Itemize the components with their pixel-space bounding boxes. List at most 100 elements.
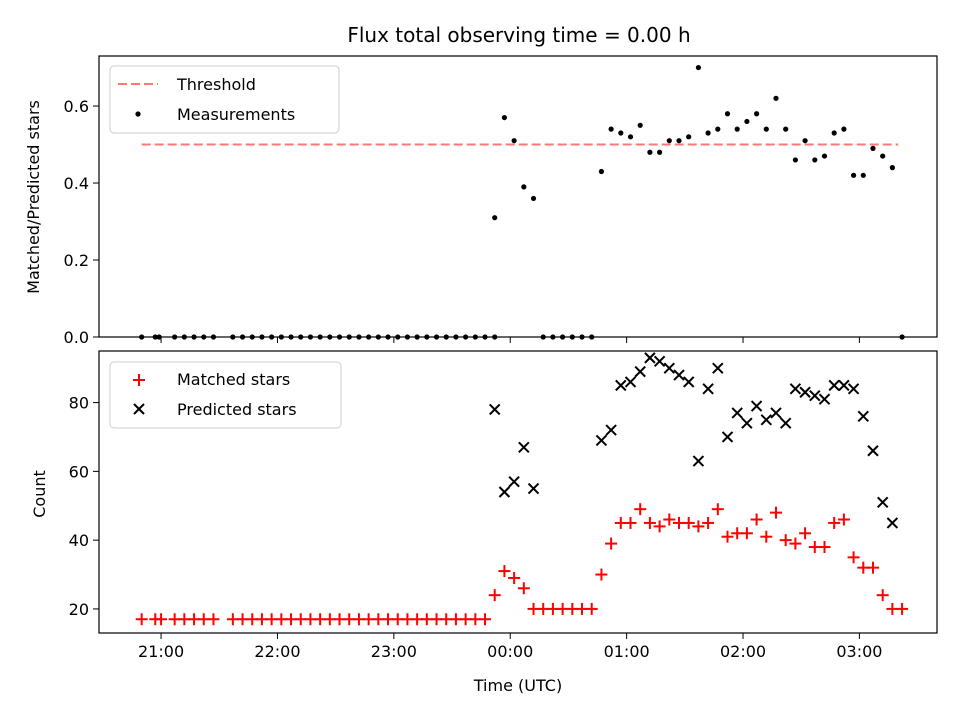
measurement-point xyxy=(366,334,372,340)
measurement-point xyxy=(385,334,391,340)
predicted-star-point xyxy=(809,390,821,402)
matched-legend-label: Matched stars xyxy=(177,370,290,389)
measurement-point xyxy=(821,153,828,159)
measurement-point xyxy=(880,153,886,159)
matched-star-point xyxy=(740,527,753,540)
matched-star-point xyxy=(828,516,841,529)
ratio-panel: 0.0 0.2 0.4 0.6 Matched/Predicted stars Thr… xyxy=(24,55,938,347)
measurement-point xyxy=(395,334,401,340)
predicted-star-point xyxy=(779,417,792,429)
measurement-point xyxy=(201,334,207,340)
predicted-legend-swatch xyxy=(133,403,145,415)
matched-star-point xyxy=(498,565,511,578)
y-tick-label: 80 xyxy=(69,394,89,413)
matched-star-point xyxy=(799,527,812,540)
predicted-star-point xyxy=(867,445,879,457)
measurement-point xyxy=(763,126,769,132)
matched-star-point xyxy=(750,513,763,526)
predicted-star-point xyxy=(741,417,753,429)
matched-star-point xyxy=(624,516,637,529)
y-tick-label: 0.4 xyxy=(64,174,89,193)
ratio-legend: Threshold Measurements xyxy=(109,65,340,134)
chart-title: Flux total observing time = 0.00 h xyxy=(347,23,690,47)
ratio-legend-box xyxy=(109,65,340,134)
predicted-star-point xyxy=(838,379,850,392)
matched-star-point xyxy=(508,571,521,584)
predicted-star-point xyxy=(857,410,869,423)
measurement-point xyxy=(792,157,798,163)
measurement-point xyxy=(230,334,236,340)
predicted-star-point xyxy=(847,383,860,395)
predicted-star-point xyxy=(731,407,743,419)
threshold-legend-label: Threshold xyxy=(176,75,256,94)
measurement-point xyxy=(705,130,711,136)
predicted-star-point xyxy=(663,362,676,374)
matched-star-point xyxy=(779,534,792,547)
predicted-star-point xyxy=(702,383,714,395)
measurement-point xyxy=(686,134,692,140)
matched-star-point xyxy=(479,613,492,626)
measurement-point xyxy=(327,334,333,340)
measurement-point xyxy=(744,118,750,125)
predicted-star-point xyxy=(508,475,520,488)
x-tick-label: 00:00 xyxy=(487,642,533,661)
ratio-x-ticks xyxy=(160,337,860,343)
matched-star-point xyxy=(663,513,676,526)
matched-star-point xyxy=(721,530,734,543)
matched-star-point xyxy=(702,516,715,529)
matched-legend-swatch xyxy=(133,374,145,386)
measurement-point xyxy=(860,172,866,178)
measurement-point xyxy=(753,111,760,117)
measurements-legend-swatch xyxy=(135,111,141,117)
predicted-star-point xyxy=(750,400,763,412)
predicted-star-point xyxy=(615,379,627,392)
predicted-star-point xyxy=(634,365,646,378)
matched-star-point xyxy=(207,613,220,626)
measurement-point xyxy=(676,138,682,144)
count-plot-area xyxy=(135,352,909,626)
measurement-point xyxy=(269,334,275,340)
measurement-point xyxy=(783,126,789,132)
measurement-point xyxy=(870,145,876,151)
matched-star-point xyxy=(818,541,831,554)
predicted-star-point xyxy=(770,407,782,419)
measurement-point xyxy=(802,138,808,144)
predicted-star-point xyxy=(760,414,773,426)
matched-star-point xyxy=(643,516,656,529)
matched-star-point xyxy=(595,568,608,581)
x-tick-label: 22:00 xyxy=(254,642,300,661)
ratio-y-axis-label: Matched/Predicted stars xyxy=(24,100,43,294)
matched-star-point xyxy=(760,530,773,543)
matched-star-point xyxy=(682,516,695,529)
measurement-point xyxy=(530,195,537,202)
measurement-point xyxy=(637,122,643,128)
x-tick-label: 01:00 xyxy=(604,642,650,661)
predicted-star-point xyxy=(828,379,840,392)
measurement-point xyxy=(259,334,265,340)
measurement-point xyxy=(695,64,702,71)
ratio-y-ticks: 0.0 0.2 0.4 0.6 xyxy=(64,97,99,347)
predicted-star-point xyxy=(799,386,811,398)
predicted-star-point xyxy=(624,376,637,388)
measurement-point xyxy=(288,334,294,340)
predicted-star-point xyxy=(518,441,530,453)
predicted-star-point xyxy=(682,376,695,388)
measurement-point xyxy=(715,126,721,132)
y-tick-label: 0.0 xyxy=(64,328,89,347)
measurement-point xyxy=(472,334,478,340)
x-tick-label: 02:00 xyxy=(720,642,766,661)
count-panel-frame xyxy=(98,350,938,634)
measurement-point xyxy=(647,149,653,155)
count-panel: 20 40 60 80 21:00 22:00 23:00 00:00 01:00 02:00 0… xyxy=(30,350,938,695)
matched-star-point xyxy=(155,613,168,626)
predicted-star-point xyxy=(876,496,889,509)
measurement-point xyxy=(657,149,663,155)
measurement-point xyxy=(463,334,469,340)
measurement-point xyxy=(579,334,585,340)
matched-star-point xyxy=(605,537,618,550)
measurement-point xyxy=(889,165,895,171)
measurement-point xyxy=(550,334,556,340)
measurement-point xyxy=(540,334,546,340)
y-tick-label: 0.2 xyxy=(64,251,89,270)
